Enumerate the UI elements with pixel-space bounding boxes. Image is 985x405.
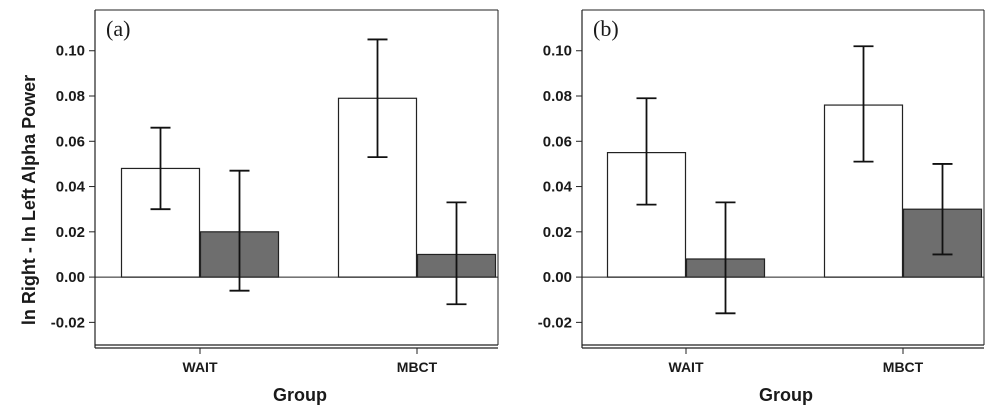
x-tick-label-mbct: MBCT (883, 359, 924, 375)
panel-b: -0.02 0.00 0.02 0.04 0.06 0.08 0.10 WAIT MBCT (b) (538, 9, 985, 375)
y-axis-title: ln Right - ln Left Alpha Power (19, 75, 39, 325)
x-tick-label-mbct: MBCT (397, 359, 438, 375)
x-axis-title-b: Group (759, 385, 813, 405)
y-tick-label: 0.08 (543, 88, 572, 105)
x-axis-title-a: Group (273, 385, 327, 405)
y-tick-label: 0.06 (56, 133, 85, 150)
y-tick-label: 0.06 (543, 133, 572, 150)
y-tick-label: 0.10 (56, 43, 85, 60)
y-tick-label: 0.00 (56, 269, 85, 286)
panel-label: (a) (106, 16, 130, 41)
y-tick-label: 0.04 (56, 179, 86, 196)
y-tick-label: 0.08 (56, 88, 85, 105)
y-tick-label: 0.10 (543, 43, 572, 60)
y-tick-label: 0.02 (56, 224, 85, 241)
y-tick-label: -0.02 (538, 314, 572, 331)
x-tick-label-wait: WAIT (669, 359, 704, 375)
panel-label: (b) (593, 16, 619, 41)
y-tick-label: 0.02 (543, 224, 572, 241)
y-tick-label: -0.02 (51, 314, 85, 331)
x-tick-label-wait: WAIT (183, 359, 218, 375)
y-tick-label: 0.04 (543, 179, 573, 196)
panel-a: -0.02 0.00 0.02 0.04 0.06 0.08 0.10 WAIT MBCT (a) (51, 9, 499, 375)
y-tick-label: 0.00 (543, 269, 572, 286)
